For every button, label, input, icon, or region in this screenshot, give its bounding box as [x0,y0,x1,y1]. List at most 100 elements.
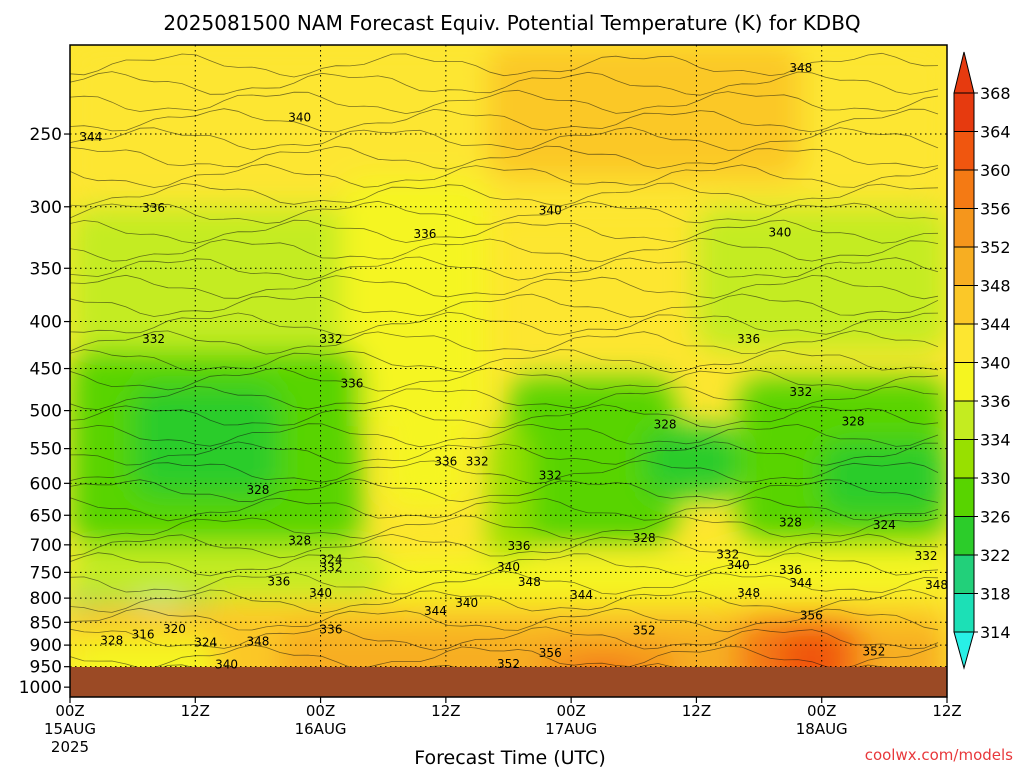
contour-line [70,237,939,262]
y-tick-label: 450 [30,360,62,380]
contour-lines [70,52,939,688]
contour-label: 348 [737,586,760,600]
colorbar-segment [953,439,975,479]
y-tick-label: 900 [30,636,62,656]
contour-line [70,89,939,115]
contour-label: 336 [320,622,343,636]
y-tick-label: 550 [30,440,62,460]
field-region [132,385,279,497]
contour-label: 324 [873,518,896,532]
contour-line [70,330,939,355]
contour-label: 336 [434,454,457,468]
y-tick-label: 950 [30,658,62,678]
y-tick-label: 800 [30,589,62,609]
contour-line [70,385,939,411]
contour-line [70,145,939,170]
contour-label: 352 [497,657,520,671]
contour-label: 348 [246,635,269,649]
contour-line [70,293,939,318]
field-region [821,441,947,516]
contour-line [70,182,939,207]
contour-line [70,126,939,151]
colorbar-label: 364 [980,123,1011,142]
contour-label: 348 [518,575,541,589]
x-tick-label: 12Z [932,702,961,720]
contour-line [70,533,939,559]
colorbar-label: 360 [980,161,1011,180]
contour-line [70,589,939,614]
x-tick-label: 12Z [431,702,460,720]
field-region [70,206,384,351]
y-tick-label: 650 [30,506,62,526]
y-tick-label: 250 [30,125,62,145]
x-tick-label: 00Z [55,702,84,720]
contour-label: 336 [507,539,530,553]
contour-line [70,423,939,448]
colorbar-label: 344 [980,315,1011,334]
x-tick-label: 00Z [306,702,335,720]
contour-label: 332 [320,332,343,346]
colorbar-label: 322 [980,546,1011,565]
contour-line [70,52,939,78]
contour-label: 336 [737,332,760,346]
y-tick-label: 600 [30,474,62,494]
contour-line [70,108,939,133]
contour-label: 324 [320,552,343,566]
x-tick-label: 00Z [807,702,836,720]
colorbar-segment [953,285,975,325]
colorbar-segment [953,516,975,556]
contour-label: 344 [424,604,447,618]
contour-label: 340 [539,204,562,218]
colorbar-label: 330 [980,469,1011,488]
colorbar-segment [953,92,975,132]
x-tick-date: 18AUG [796,720,848,738]
contour-label: 332 [789,385,812,399]
x-axis-title: Forecast Time (UTC) [414,747,605,768]
x-tick-label: 12Z [181,702,210,720]
contour-label: 332 [466,454,489,468]
y-tick-label: 300 [30,198,62,218]
colorbar-label: 348 [980,277,1011,296]
colorbar-label: 368 [980,84,1011,103]
contour-label: 336 [340,376,363,390]
colorbar-segment [953,477,975,517]
colorbar-segment [953,169,975,209]
contour-line [70,552,939,577]
contour-label: 356 [539,646,562,660]
contour-label: 328 [246,483,269,497]
field-region [383,301,467,510]
contour-label: 328 [100,634,123,648]
contour-label: 348 [925,578,948,592]
contour-label: 332 [915,549,938,563]
credit-text: coolwx.com/models [865,746,1013,764]
contour-label: 356 [800,609,823,623]
y-tick-label: 850 [30,613,62,633]
y-tick-label: 1000 [19,678,62,698]
contour-line [70,367,939,392]
contour-line [70,478,939,503]
colorbar: 368 364 360 356 352 348 344 340 336 334 330 326 322 3… [953,51,1011,670]
contour-label: 340 [497,560,520,574]
contour-label: 332 [716,547,739,561]
y-tick-label: 350 [30,259,62,279]
contour-label: 340 [727,558,750,572]
contour-label: 328 [633,531,656,545]
contour-label: 344 [79,130,102,144]
contour-label: 340 [309,586,332,600]
contour-label: 336 [779,563,802,577]
field-region [70,544,384,599]
colorbar-label: 356 [980,200,1011,219]
field-region [633,45,697,165]
colorbar-label: 318 [980,585,1011,604]
x-tick-label: 00Z [556,702,585,720]
colorbar-segment [953,400,975,440]
colorbar-segment [953,208,975,248]
contour-line [70,311,939,337]
contour-label: 332 [142,332,165,346]
colorbar-segment [953,323,975,363]
plot-frame [69,44,948,698]
y-tick-label: 700 [30,536,62,556]
contour-label: 344 [570,588,593,602]
